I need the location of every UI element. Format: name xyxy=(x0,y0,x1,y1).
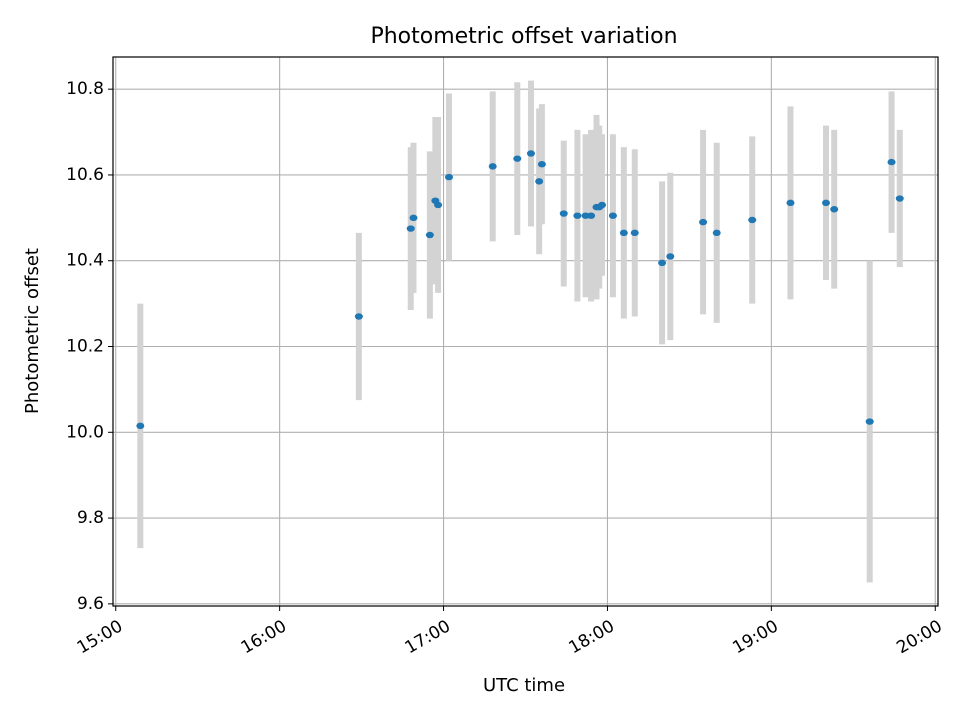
y-tick-label: 10.0 xyxy=(66,422,104,442)
x-axis-label: UTC time xyxy=(483,675,565,696)
data-point xyxy=(587,212,596,219)
chart-title: Photometric offset variation xyxy=(370,24,677,49)
data-point xyxy=(559,210,568,217)
data-point xyxy=(488,163,497,170)
data-point xyxy=(445,173,454,181)
y-tick-label: 10.2 xyxy=(66,337,104,357)
data-point xyxy=(434,201,443,209)
data-point xyxy=(535,178,544,185)
data-point xyxy=(619,229,628,237)
data-point xyxy=(597,201,606,209)
y-tick-label: 9.6 xyxy=(77,594,104,614)
data-point xyxy=(865,418,874,425)
data-point xyxy=(608,212,617,219)
data-point xyxy=(513,155,522,162)
data-point xyxy=(658,259,667,267)
y-tick-label: 10.8 xyxy=(66,79,104,99)
data-point xyxy=(748,216,757,224)
data-point xyxy=(406,225,415,232)
data-point xyxy=(666,253,675,260)
data-point xyxy=(630,229,639,237)
data-point xyxy=(786,199,795,207)
grid xyxy=(113,57,938,606)
data-point xyxy=(136,422,145,430)
y-tick-label: 10.6 xyxy=(66,165,104,185)
data-point xyxy=(537,161,546,168)
data-point xyxy=(409,214,418,222)
y-tick-label: 10.4 xyxy=(66,251,104,271)
data-point xyxy=(573,212,582,219)
data-point xyxy=(526,150,535,157)
data-point xyxy=(821,199,830,207)
y-tick-label: 9.8 xyxy=(77,508,104,528)
data-point xyxy=(712,229,721,237)
data-point xyxy=(830,206,839,213)
data-point xyxy=(425,231,434,239)
data-point xyxy=(887,158,896,166)
data-point xyxy=(354,313,363,320)
data-point xyxy=(895,195,904,202)
data-points xyxy=(136,150,904,430)
plot-frame xyxy=(112,56,939,607)
data-point xyxy=(699,218,708,226)
y-axis-label: Photometric offset xyxy=(22,248,43,414)
